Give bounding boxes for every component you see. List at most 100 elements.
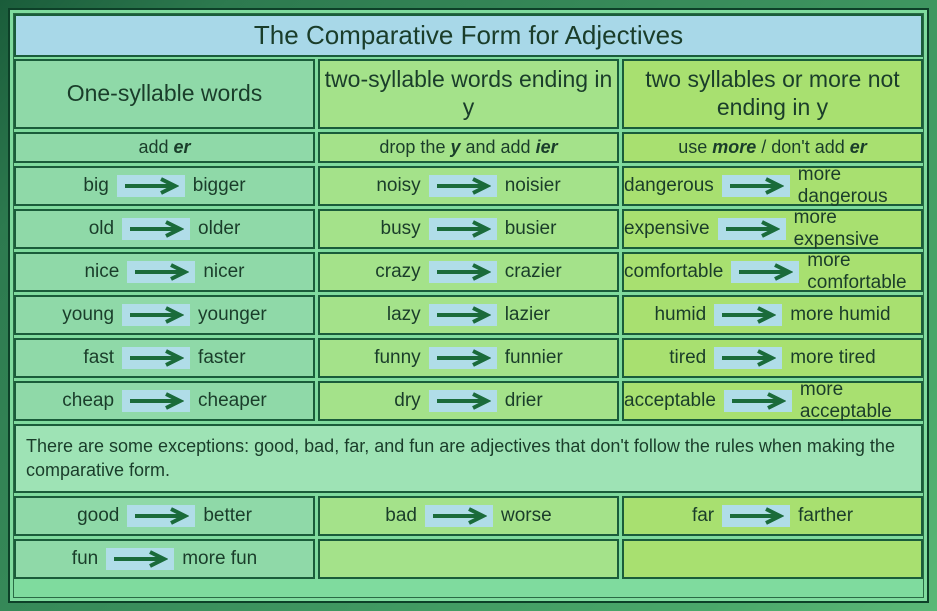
word-row: bad worse (318, 496, 619, 536)
column-header: two-syllable words ending in y (318, 59, 619, 129)
arrow-icon (722, 505, 790, 527)
word-to: more comfortable (807, 250, 921, 294)
column-header: One-syllable words (14, 59, 315, 129)
word-from: noisy (376, 175, 420, 197)
outer-frame: The Comparative Form for Adjectives One-… (8, 8, 929, 603)
word-row: cheap cheaper (14, 381, 315, 421)
word-row: dry drier (318, 381, 619, 421)
word-row: fun more fun (14, 539, 315, 579)
arrow-icon (122, 390, 190, 412)
word-row: fast faster (14, 338, 315, 378)
word-row: lazy lazier (318, 295, 619, 335)
word-from: good (77, 505, 119, 527)
exception-row: fun more fun (14, 539, 923, 579)
word-row: humid more humid (622, 295, 923, 335)
word-from: big (83, 175, 108, 197)
word-from: tired (669, 347, 706, 369)
arrow-icon (429, 390, 497, 412)
arrow-icon (429, 304, 497, 326)
arrow-icon (117, 175, 185, 197)
exception-row: good better bad worse far farther (14, 496, 923, 536)
word-from: young (62, 304, 114, 326)
arrow-icon (718, 218, 786, 240)
word-from: nice (84, 261, 119, 283)
word-to: lazier (505, 304, 550, 326)
word-to: farther (798, 505, 853, 527)
word-row: big bigger (14, 166, 315, 206)
word-to: busier (505, 218, 557, 240)
rule-row: add er (14, 132, 315, 163)
arrow-icon (731, 261, 799, 283)
word-from: bad (385, 505, 417, 527)
exceptions-container: good better bad worse far farther fun mo… (14, 496, 923, 579)
exception-cell-1: fun more fun (14, 539, 315, 579)
exception-cell-2 (318, 539, 619, 579)
word-row: noisy noisier (318, 166, 619, 206)
word-to: more tired (790, 347, 876, 369)
word-from: old (89, 218, 114, 240)
arrow-icon (429, 175, 497, 197)
arrow-icon (429, 261, 497, 283)
arrow-icon (122, 218, 190, 240)
word-to: drier (505, 390, 543, 412)
word-to: bigger (193, 175, 246, 197)
arrow-icon (106, 548, 174, 570)
column-1: One-syllable wordsadd er big bigger old … (14, 59, 315, 421)
column-header: two syllables or more not ending in y (622, 59, 923, 129)
word-from: busy (381, 218, 421, 240)
word-to: noisier (505, 175, 561, 197)
word-to: more fun (182, 548, 257, 570)
word-to: older (198, 218, 240, 240)
word-row: young younger (14, 295, 315, 335)
word-from: fast (83, 347, 114, 369)
word-to: faster (198, 347, 246, 369)
word-row: crazy crazier (318, 252, 619, 292)
word-to: worse (501, 505, 552, 527)
page-title: The Comparative Form for Adjectives (14, 14, 923, 57)
arrow-icon (127, 505, 195, 527)
arrow-icon (122, 304, 190, 326)
arrow-icon (722, 175, 790, 197)
arrow-icon (127, 261, 195, 283)
word-row: old older (14, 209, 315, 249)
word-row: nice nicer (14, 252, 315, 292)
arrow-icon (429, 218, 497, 240)
word-row: far farther (622, 496, 923, 536)
exception-cell-3 (622, 539, 923, 579)
word-to: more dangerous (798, 164, 921, 208)
word-row: expensive more expensive (622, 209, 923, 249)
column-2: two-syllable words ending in ydrop the y… (318, 59, 619, 421)
word-row: tired more tired (622, 338, 923, 378)
arrow-icon (429, 347, 497, 369)
exception-cell-3: far farther (622, 496, 923, 536)
arrow-icon (714, 347, 782, 369)
word-to: better (203, 505, 252, 527)
word-from: lazy (387, 304, 421, 326)
word-to: nicer (203, 261, 244, 283)
arrow-icon (122, 347, 190, 369)
word-row: good better (14, 496, 315, 536)
word-row: acceptable more acceptable (622, 381, 923, 421)
word-from: humid (654, 304, 706, 326)
word-to: more humid (790, 304, 890, 326)
empty-cell (622, 539, 923, 579)
word-from: acceptable (624, 390, 716, 412)
columns-container: One-syllable wordsadd er big bigger old … (14, 59, 923, 421)
inner-frame: The Comparative Form for Adjectives One-… (13, 13, 924, 598)
exception-cell-1: good better (14, 496, 315, 536)
exceptions-note: There are some exceptions: good, bad, fa… (14, 424, 923, 493)
word-to: younger (198, 304, 267, 326)
word-from: dangerous (624, 175, 714, 197)
word-row: funny funnier (318, 338, 619, 378)
word-to: more expensive (794, 207, 921, 251)
word-to: crazier (505, 261, 562, 283)
word-to: more acceptable (800, 379, 921, 423)
word-to: cheaper (198, 390, 267, 412)
word-from: comfortable (624, 261, 723, 283)
word-from: funny (374, 347, 420, 369)
word-from: dry (394, 390, 420, 412)
rule-row: use more / don't add er (622, 132, 923, 163)
word-from: expensive (624, 218, 710, 240)
empty-cell (318, 539, 619, 579)
arrow-icon (714, 304, 782, 326)
